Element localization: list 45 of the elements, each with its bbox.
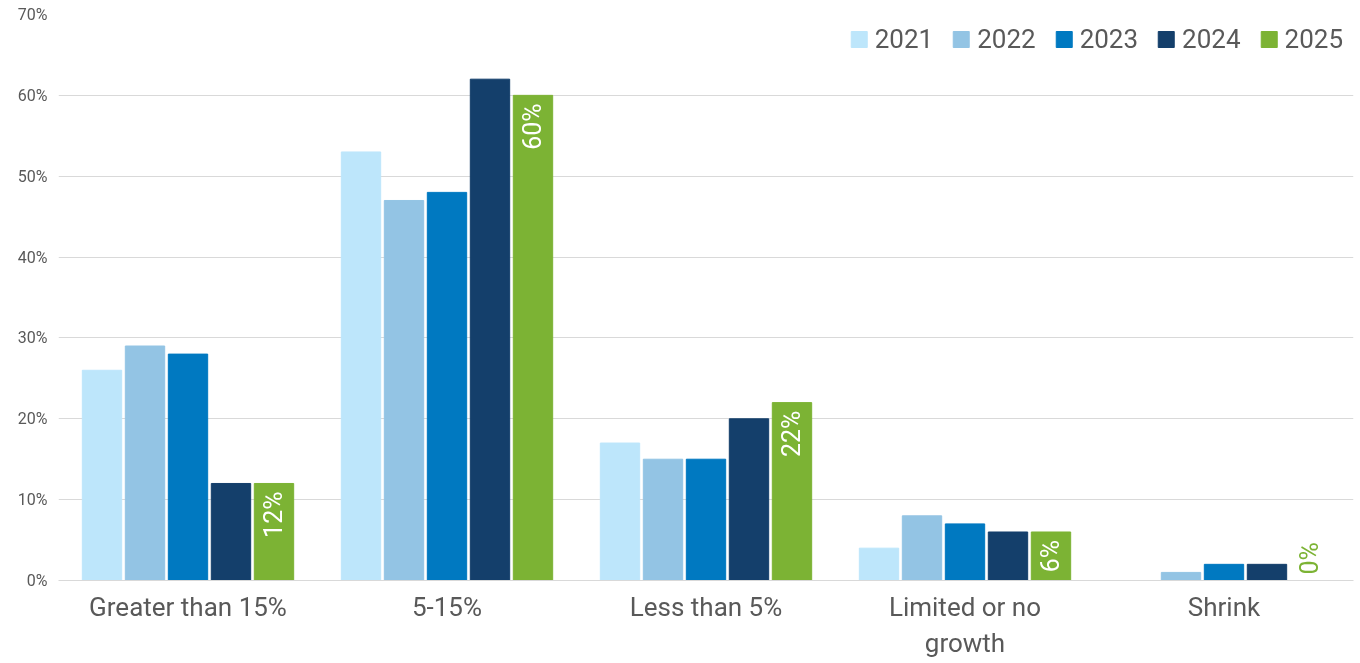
x-tick-label: Shrink (1187, 591, 1262, 622)
legend-label: 2022 (977, 24, 1036, 54)
bar (167, 353, 209, 581)
bar (426, 191, 468, 581)
bar (210, 482, 252, 581)
legend-label: 2023 (1079, 24, 1139, 54)
bar (340, 151, 382, 581)
data-label: 12% (259, 491, 289, 538)
y-tick-label: 70% (17, 5, 48, 24)
x-tick-label: 5-15% (411, 591, 483, 622)
bar (1246, 563, 1288, 581)
legend-label: 2025 (1284, 24, 1343, 54)
legend-label: 2024 (1182, 24, 1241, 54)
bar (253, 482, 295, 581)
y-tick-label: 20% (17, 409, 48, 429)
bar (987, 531, 1029, 581)
bar (124, 345, 166, 581)
y-tick-label: 40% (17, 247, 48, 267)
y-tick-label: 60% (17, 85, 48, 105)
bar (685, 458, 727, 581)
bar (81, 369, 123, 581)
data-label: 60% (518, 103, 548, 150)
y-tick-label: 10% (17, 490, 48, 510)
y-tick-label: 50% (17, 166, 48, 186)
data-label: 6% (1036, 539, 1066, 573)
bar (901, 515, 943, 581)
x-tick-label: Limited or no growth (888, 591, 1042, 658)
bar (944, 523, 986, 581)
bar (383, 199, 425, 581)
bar (599, 442, 641, 581)
bar (469, 78, 511, 581)
bar (858, 547, 900, 581)
data-label: 0% (1295, 542, 1325, 575)
bar (512, 94, 554, 581)
y-tick-label: 30% (17, 328, 48, 348)
legend-label: 2021 (874, 24, 934, 54)
bar (1203, 563, 1245, 581)
data-label: 22% (777, 410, 807, 458)
y-tick-label: 0% (26, 571, 48, 590)
bar (642, 458, 684, 581)
x-tick-label: Greater than 15% (89, 591, 287, 622)
x-tick-label: Less than 5% (629, 591, 783, 622)
bar (1160, 571, 1202, 581)
bar (771, 402, 813, 581)
bar (728, 418, 770, 581)
